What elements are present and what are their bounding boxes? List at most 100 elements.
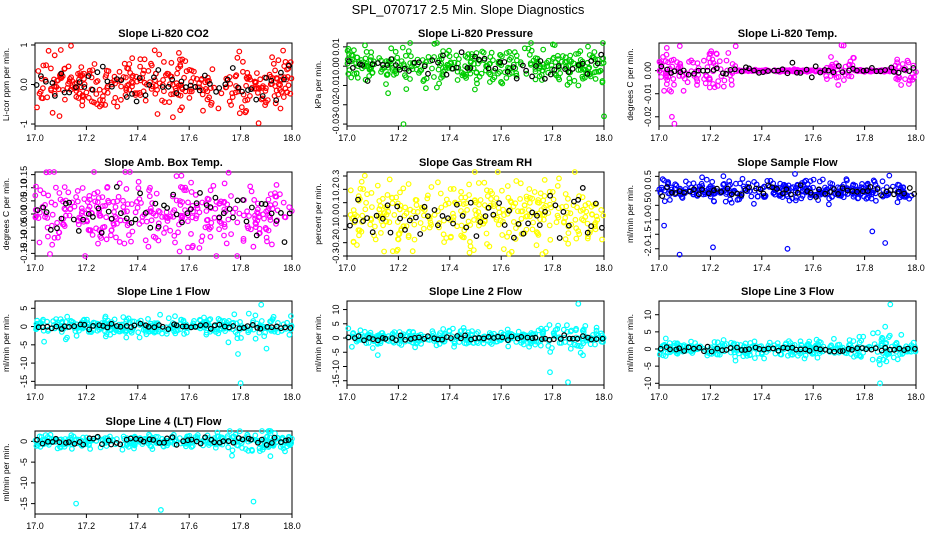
data-point-selected: [248, 204, 255, 211]
data-point: [466, 192, 473, 198]
data-point: [126, 169, 133, 175]
data-point-selected: [788, 191, 794, 198]
data-point: [349, 343, 355, 350]
x-tick-label: 17.8: [232, 133, 250, 143]
data-point: [441, 239, 448, 246]
data-point-selected: [379, 215, 386, 222]
data-point: [477, 197, 484, 203]
data-point-selected: [439, 336, 446, 343]
data-point-selected: [151, 324, 158, 331]
data-point-selected: [685, 71, 692, 78]
data-point-selected: [533, 63, 539, 69]
data-point: [234, 219, 241, 226]
data-point: [33, 213, 39, 220]
data-point: [417, 68, 423, 74]
data-point: [539, 330, 546, 337]
data-point: [711, 190, 718, 197]
data-point: [469, 328, 475, 335]
data-point: [458, 69, 465, 76]
data-point-selected: [58, 70, 65, 77]
data-point-selected: [513, 75, 520, 82]
data-point-selected: [473, 233, 480, 240]
data-point: [203, 208, 210, 214]
data-point: [280, 199, 287, 206]
data-point: [774, 340, 781, 347]
data-point: [450, 217, 457, 224]
data-point: [470, 247, 477, 254]
data-point-selected: [529, 209, 536, 216]
data-point: [357, 185, 364, 192]
data-point: [910, 62, 917, 69]
data-point: [394, 54, 401, 61]
data-point-selected: [159, 323, 166, 330]
data-point-selected: [421, 63, 428, 70]
y-tick-label: -1: [19, 120, 29, 128]
data-point: [913, 69, 919, 75]
data-point: [893, 340, 900, 347]
data-point-selected: [685, 344, 692, 351]
data-point: [73, 332, 80, 339]
data-point: [702, 80, 709, 87]
data-point: [395, 236, 401, 242]
data-point: [84, 199, 91, 205]
data-point-selected: [569, 65, 576, 72]
data-point-selected: [43, 78, 49, 85]
data-point: [386, 176, 393, 183]
data-point: [65, 63, 72, 70]
data-point-selected: [240, 197, 246, 203]
data-point: [465, 218, 472, 225]
data-point-selected: [458, 335, 464, 342]
data-point: [567, 345, 574, 352]
data-point: [661, 177, 667, 184]
data-point-selected: [173, 441, 180, 448]
panel-title: Slope Li-820 CO2: [118, 28, 208, 40]
data-point-selected: [421, 203, 428, 210]
data-point: [57, 316, 64, 323]
plot-frame: [34, 430, 293, 515]
data-point-selected: [536, 222, 543, 229]
data-point: [225, 169, 232, 176]
data-point: [374, 182, 381, 189]
panel-title: Slope Amb. Box Temp.: [104, 157, 223, 169]
data-point: [48, 85, 54, 92]
data-point: [599, 236, 605, 243]
y-axis-label: degrees C per min.: [1, 178, 11, 250]
data-point: [727, 189, 734, 196]
data-point: [475, 180, 482, 186]
data-point: [908, 74, 914, 81]
data-point: [532, 68, 539, 75]
data-point: [510, 218, 517, 225]
data-point: [487, 188, 494, 195]
data-point: [207, 224, 214, 231]
data-point: [472, 86, 478, 93]
data-point: [282, 59, 289, 65]
data-point-selected: [253, 232, 260, 239]
data-point: [721, 180, 727, 187]
data-point: [236, 48, 243, 55]
data-point: [154, 111, 161, 117]
data-point: [210, 182, 217, 189]
data-point-selected: [58, 215, 65, 222]
panel-title: Slope Li-820 Temp.: [738, 28, 837, 40]
data-point: [711, 339, 718, 345]
y-tick-label: -5: [331, 348, 341, 356]
data-point: [186, 94, 193, 101]
data-point: [446, 327, 453, 334]
data-point: [87, 227, 94, 234]
outlier-point: [882, 240, 889, 246]
data-point: [270, 313, 277, 320]
x-tick-label: 17.2: [702, 263, 720, 273]
data-point-selected: [131, 322, 138, 329]
data-point: [107, 232, 114, 239]
data-point: [111, 316, 118, 323]
data-point: [523, 226, 530, 233]
data-point: [248, 188, 255, 195]
data-point: [239, 58, 246, 65]
data-point-selected: [435, 222, 441, 229]
y-axis-label: ml/min per min.: [625, 314, 635, 372]
data-point: [121, 240, 128, 247]
data-point: [688, 338, 694, 345]
data-point: [173, 173, 180, 180]
data-point-selected: [40, 204, 47, 211]
data-point: [724, 67, 731, 74]
